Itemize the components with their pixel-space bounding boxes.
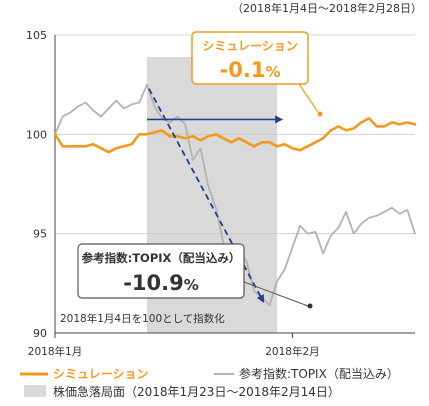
y-tick-label: 100	[26, 128, 47, 141]
x-tick-label: 2018年2月	[265, 345, 319, 358]
legend-topix-label: 参考指数:TOPIX（配当込み）	[239, 366, 399, 381]
topix-callout-value: -10.9%	[123, 271, 199, 295]
simulation-callout-title: シミュレーション	[202, 39, 298, 53]
topix-callout-dot	[307, 303, 313, 309]
topix-callout-title: 参考指数:TOPIX（配当込み）	[81, 251, 241, 265]
base-note: 2018年1月4日を100として指数化	[60, 312, 225, 325]
topix-callout-box	[77, 243, 245, 299]
legend-simulation-label: シミュレーション	[53, 367, 149, 381]
simulation-callout-value: -0.1%	[220, 58, 281, 82]
topix-callout-leader	[243, 281, 309, 307]
period-note: （2018年1月4日～2018年2月28日）	[232, 1, 422, 15]
x-tick-label: 2018年1月	[28, 345, 82, 358]
simulation-callout-unit: %	[265, 63, 280, 81]
legend-shade-swatch	[24, 385, 46, 397]
y-tick-label: 95	[33, 228, 47, 241]
simulation-callout-box	[191, 31, 309, 85]
simulation-callout-leader	[298, 83, 319, 113]
y-tick-label: 105	[26, 29, 47, 42]
y-tick-label: 90	[33, 327, 47, 340]
topix-callout-unit: %	[184, 276, 199, 294]
simulation-line	[53, 117, 417, 154]
simulation-callout-dot	[317, 111, 323, 117]
legend-shade-label: 株価急落局面（2018年1月23日～2018年2月14日）	[53, 384, 340, 399]
